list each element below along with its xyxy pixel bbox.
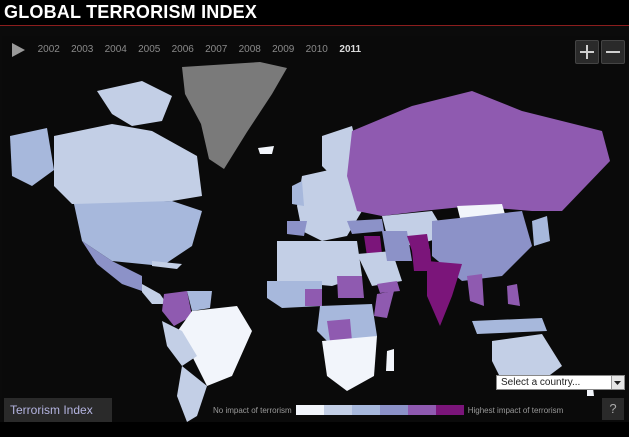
country-iraq[interactable] (364, 236, 382, 256)
year-2009[interactable]: 2009 (272, 43, 295, 55)
country-nigeria[interactable] (305, 289, 322, 306)
country-russia[interactable] (347, 91, 610, 216)
legend: No impact of terrorism Highest impact of… (213, 402, 563, 418)
year-2008[interactable]: 2008 (238, 43, 261, 55)
country-venezuela[interactable] (187, 291, 212, 311)
country-argentina[interactable] (177, 366, 207, 422)
year-2005[interactable]: 2005 (138, 43, 161, 55)
country-europe[interactable] (297, 166, 362, 241)
country-north-africa[interactable] (277, 241, 362, 286)
bottom-bar (0, 422, 629, 437)
country-canada-islands[interactable] (97, 81, 172, 126)
help-button[interactable]: ? (602, 398, 624, 420)
legend-swatches (295, 405, 464, 415)
chevron-down-icon (611, 376, 624, 389)
country-usa[interactable] (74, 201, 202, 266)
year-2004[interactable]: 2004 (104, 43, 127, 55)
country-central-america[interactable] (142, 284, 167, 304)
country-iran[interactable] (382, 231, 412, 261)
country-china[interactable] (432, 211, 532, 281)
legend-high-label: Highest impact of terrorism (467, 405, 564, 415)
country-turkey[interactable] (347, 219, 384, 234)
country-greenland[interactable] (182, 62, 287, 169)
legend-swatch-6 (435, 405, 464, 415)
year-2003[interactable]: 2003 (71, 43, 94, 55)
legend-swatch-2 (323, 405, 352, 415)
country-uk[interactable] (292, 181, 304, 206)
page-title: GLOBAL TERRORISM INDEX (4, 2, 258, 22)
year-2002[interactable]: 2002 (37, 43, 60, 55)
country-select[interactable]: Select a country... (496, 375, 625, 390)
country-yemen[interactable] (377, 281, 400, 293)
year-2006[interactable]: 2006 (171, 43, 194, 55)
year-2007[interactable]: 2007 (205, 43, 228, 55)
zoom-out-button[interactable] (601, 40, 625, 64)
timeline: 2002 2003 2004 2005 2006 2007 2008 2009 … (32, 38, 367, 60)
legend-swatch-3 (351, 405, 380, 415)
country-india[interactable] (427, 261, 462, 326)
world-map[interactable] (2, 36, 627, 422)
country-select-value: Select a country... (501, 377, 581, 388)
year-2011[interactable]: 2011 (339, 43, 362, 55)
country-iceland[interactable] (258, 146, 274, 154)
legend-swatch-1 (295, 405, 324, 415)
country-mexico[interactable] (82, 241, 142, 291)
country-somalia[interactable] (374, 291, 394, 318)
legend-swatch-4 (379, 405, 408, 415)
country-sudan[interactable] (337, 276, 364, 298)
country-peru[interactable] (162, 321, 197, 366)
country-cuba[interactable] (152, 261, 182, 269)
country-afghanistan[interactable] (407, 234, 430, 251)
country-philippines[interactable] (507, 284, 520, 306)
country-japan[interactable] (532, 216, 550, 246)
terrorism-index-tab[interactable]: Terrorism Index (4, 398, 112, 422)
zoom-in-button[interactable] (575, 40, 599, 64)
country-alaska[interactable] (10, 128, 54, 186)
country-spain[interactable] (287, 221, 307, 236)
country-brazil[interactable] (174, 306, 252, 386)
country-madagascar[interactable] (386, 349, 394, 371)
play-icon[interactable] (8, 40, 28, 60)
country-thailand[interactable] (467, 274, 484, 306)
header-bar: GLOBAL TERRORISM INDEX (0, 0, 629, 26)
legend-swatch-5 (407, 405, 436, 415)
country-drc[interactable] (327, 319, 352, 341)
country-australia[interactable] (492, 334, 562, 381)
map-panel[interactable] (2, 36, 627, 422)
year-2010[interactable]: 2010 (305, 43, 328, 55)
country-canada[interactable] (54, 124, 202, 204)
country-southern-africa[interactable] (322, 336, 377, 391)
country-indonesia[interactable] (472, 318, 547, 334)
country-colombia[interactable] (162, 291, 192, 326)
legend-low-label: No impact of terrorism (213, 405, 292, 415)
